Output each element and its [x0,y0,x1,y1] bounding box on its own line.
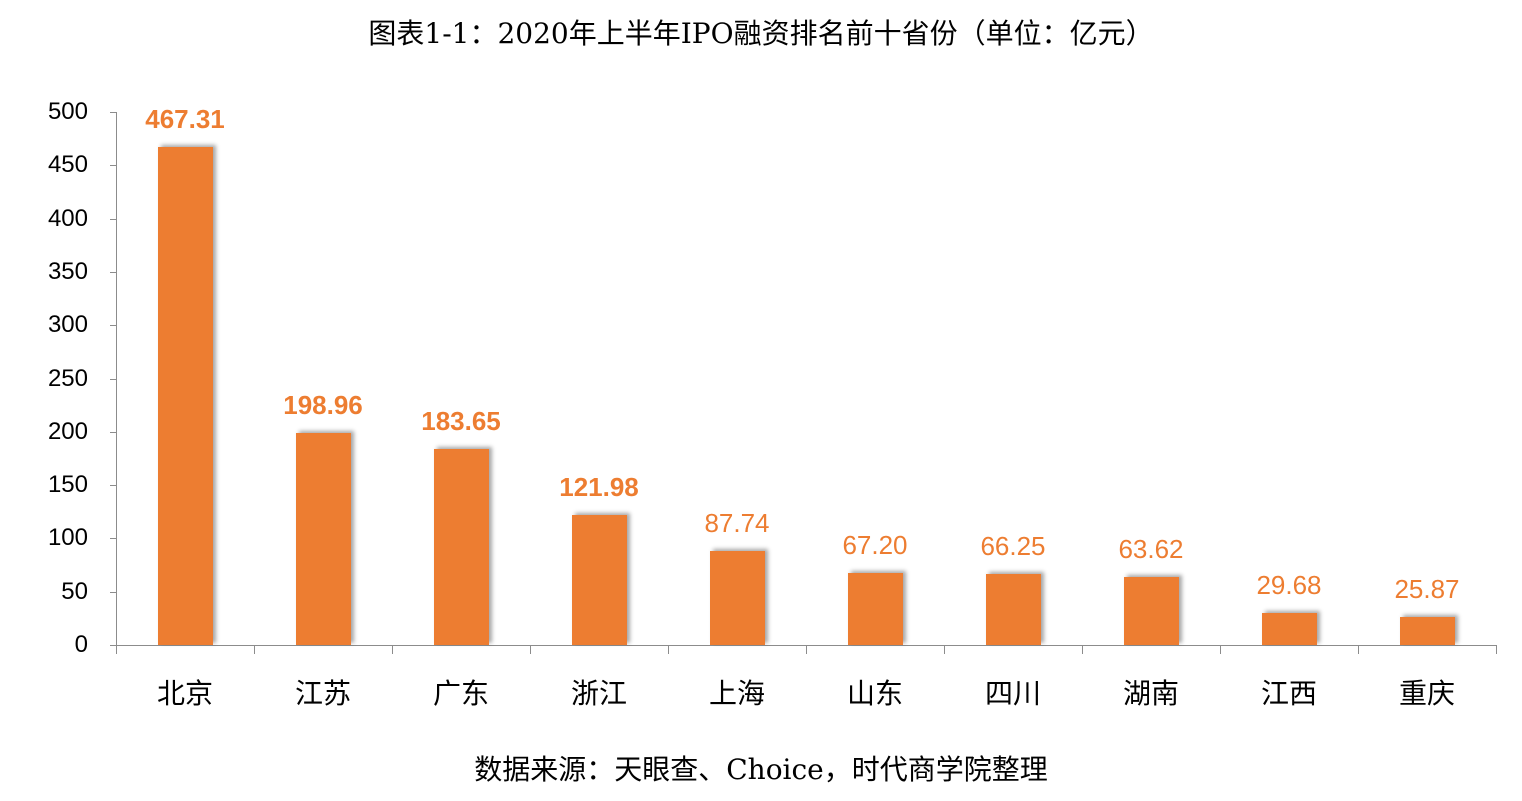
y-tick [110,485,116,487]
y-tick [110,378,116,380]
x-tick [530,645,531,654]
x-category-label: 山东 [846,677,903,710]
data-source-note: 数据来源：天眼查、Choice，时代商学院整理 [474,753,1048,786]
y-tick-label: 150 [47,471,88,499]
data-label: 67.20 [842,530,908,561]
y-tick [110,538,116,540]
x-tick [1220,645,1221,654]
data-label: 121.98 [559,471,639,502]
x-category-label: 重庆 [1398,677,1455,710]
y-tick [110,271,116,273]
bar-5 [847,573,903,645]
x-tick [1358,645,1359,654]
x-tick [116,645,117,654]
data-label: 198.96 [283,389,363,420]
bar-9 [1399,617,1455,645]
x-tick [668,645,669,654]
bar-1 [295,432,351,645]
data-label: 467.31 [145,103,225,134]
bar-7 [1123,577,1179,645]
y-tick [110,431,116,433]
data-label: 63.62 [1118,534,1184,565]
data-label: 183.65 [421,406,501,437]
x-category-label: 浙江 [570,677,627,710]
bar-2 [433,449,489,645]
y-tick [110,645,116,646]
x-tick [254,645,255,654]
y-tick-label: 250 [47,364,88,392]
x-tick [806,645,807,654]
x-category-label: 上海 [708,677,765,710]
x-category-label: 湖南 [1122,677,1179,710]
y-tick-label: 50 [61,577,88,605]
data-label: 25.87 [1394,574,1460,605]
y-tick-label: 300 [47,311,88,339]
y-tick [110,112,116,113]
y-tick-label: 400 [47,204,88,232]
x-category-label: 江苏 [294,677,351,710]
y-tick [110,165,116,167]
bar-4 [709,551,765,645]
chart-title: 图表1-1：2020年上半年IPO融资排名前十省份（单位：亿元） [368,17,1154,50]
bar-6 [985,574,1041,645]
x-tick [392,645,393,654]
data-label: 66.25 [980,531,1046,562]
bar-3 [571,514,627,645]
y-tick-label: 100 [47,524,88,552]
y-axis-line [116,112,117,646]
x-axis-line [110,645,1496,646]
x-category-label: 北京 [156,677,213,710]
y-tick-label: 200 [47,417,88,445]
x-category-label: 四川 [984,677,1041,710]
y-tick [110,591,116,593]
data-label: 87.74 [704,508,770,539]
x-category-label: 江西 [1260,677,1317,710]
x-tick [944,645,945,654]
data-label: 29.68 [1256,570,1322,601]
bar-8 [1261,613,1317,645]
x-tick [1496,645,1497,654]
x-category-label: 广东 [432,677,489,710]
y-tick-label: 0 [74,631,88,658]
x-tick [1082,645,1083,654]
y-tick-label: 350 [47,257,88,285]
y-tick-label: 450 [47,151,88,179]
y-tick [110,325,116,327]
y-tick [110,218,116,220]
bar-0 [157,146,213,645]
y-tick-label: 500 [47,98,88,125]
